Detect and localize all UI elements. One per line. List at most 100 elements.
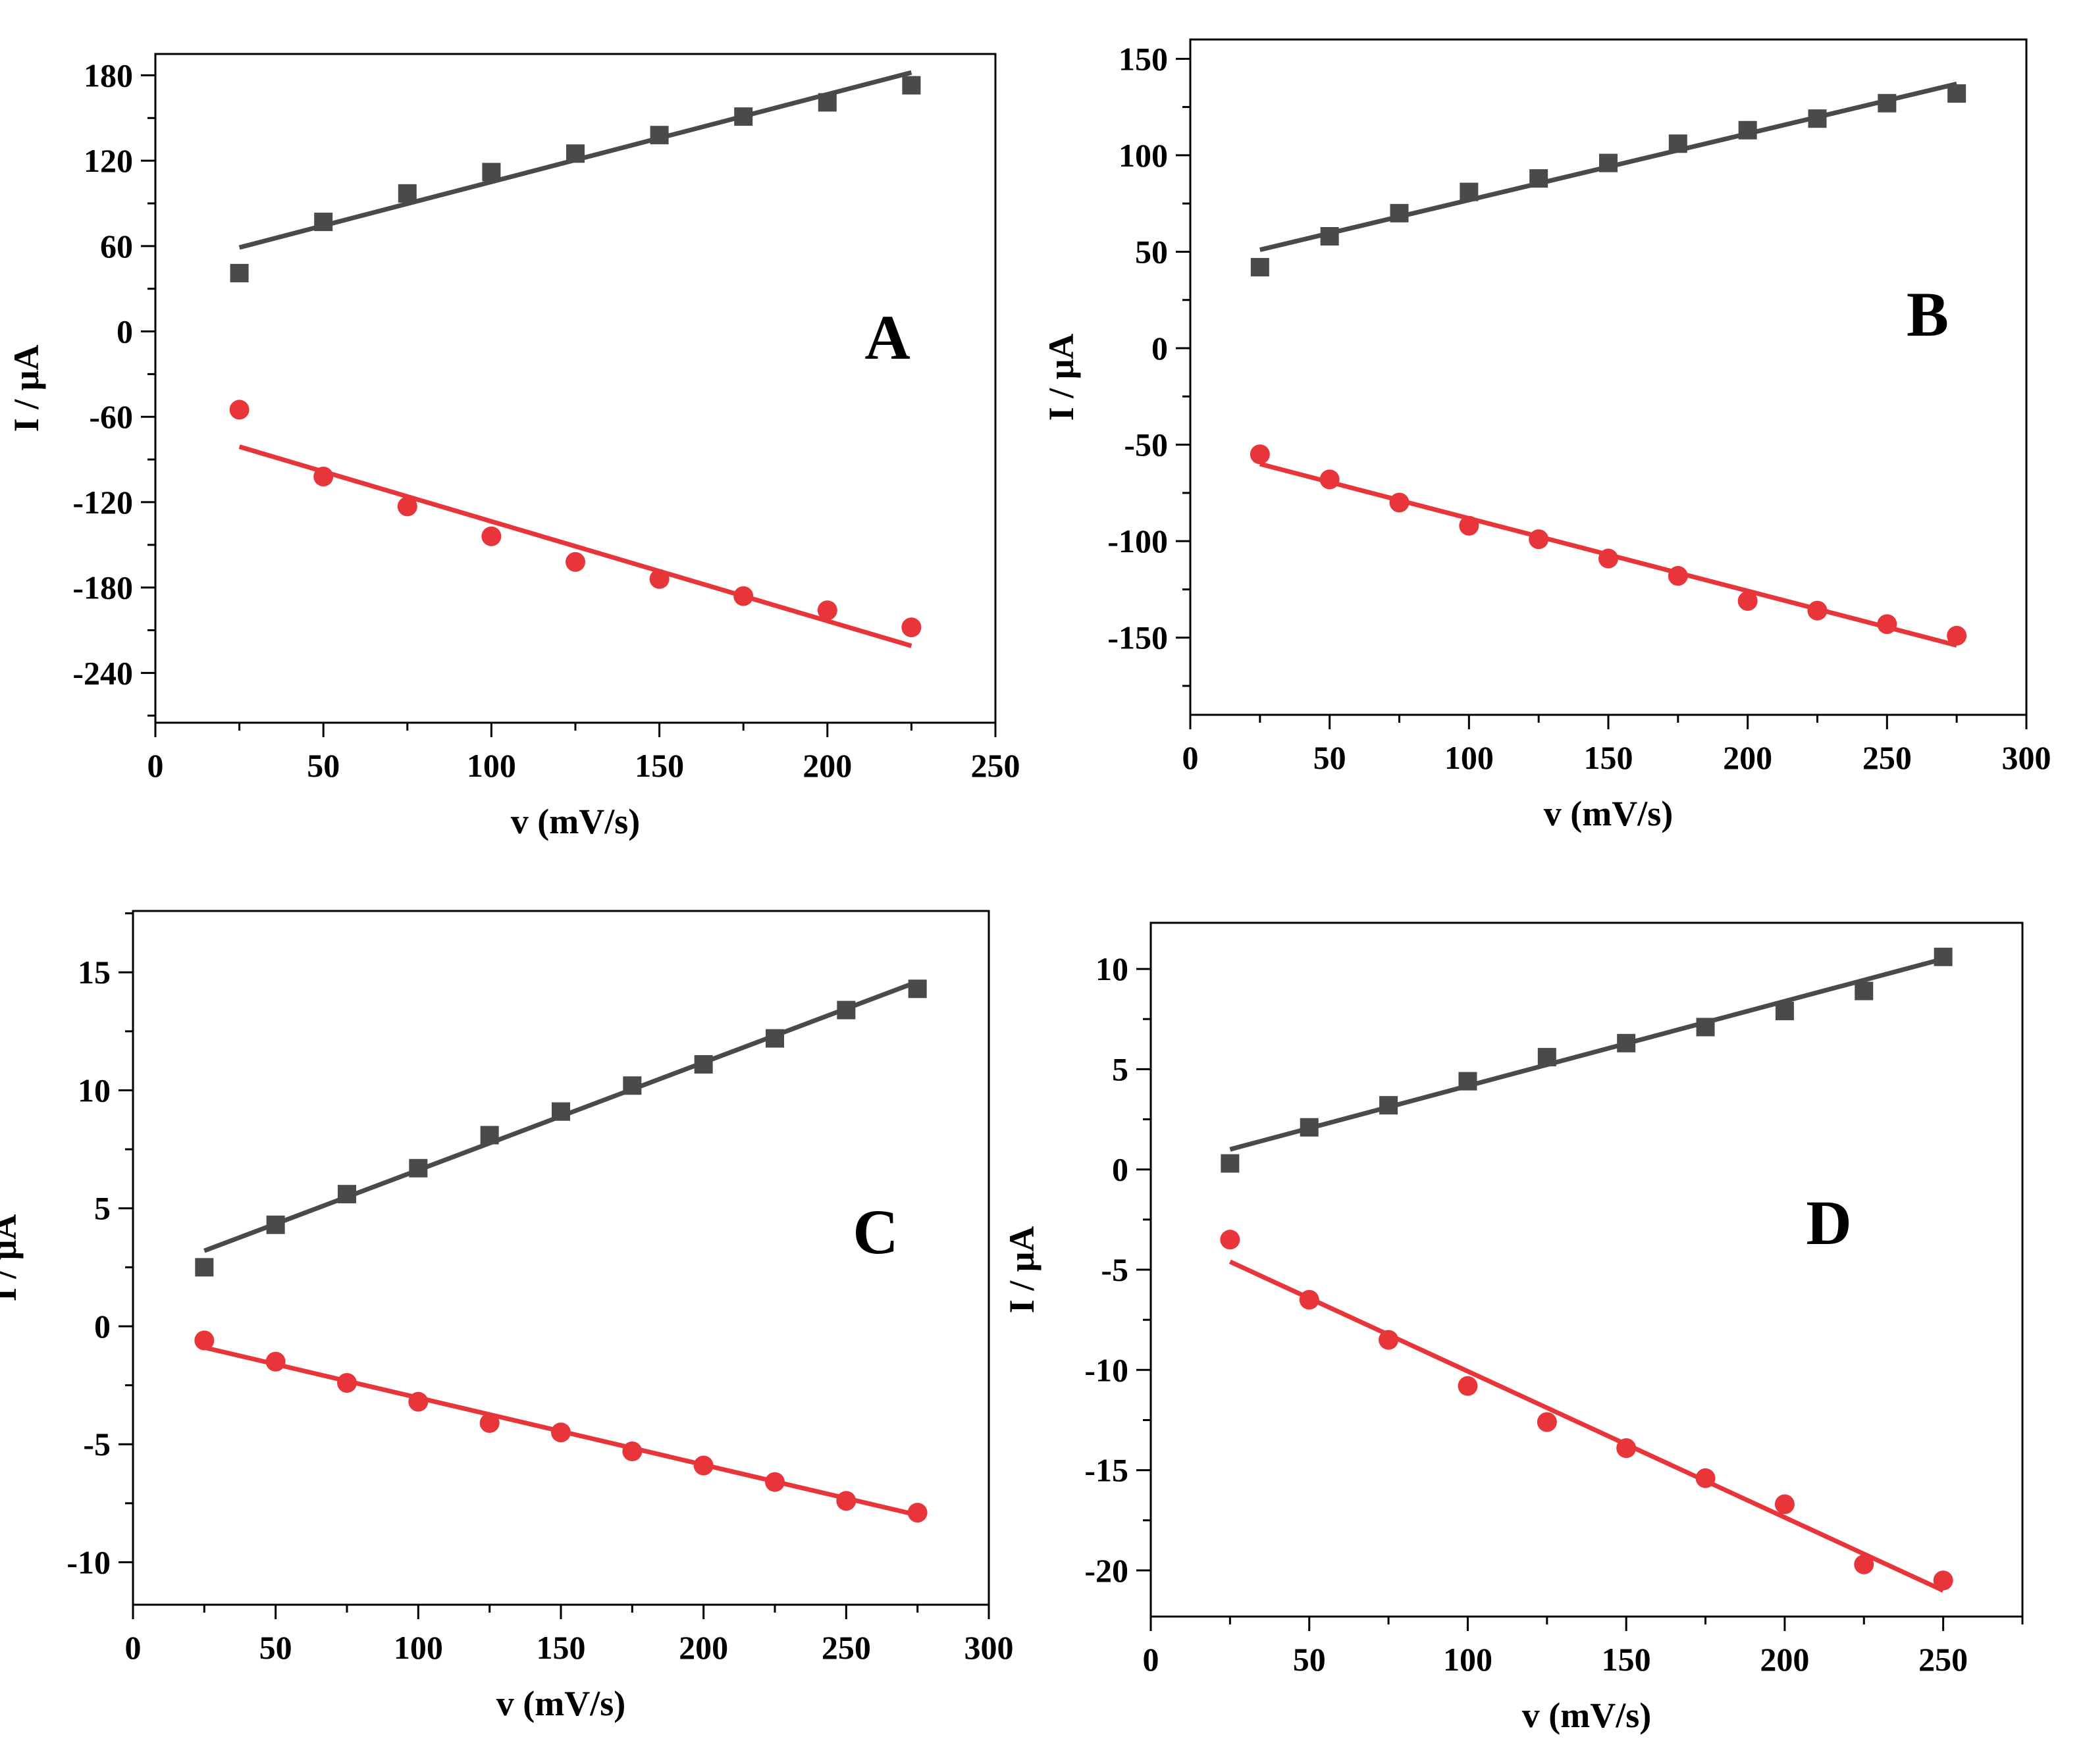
panel-a-cathodic-point [481,526,502,546]
panel-a-cathodic-point [313,467,334,487]
panel-d-x-tick-label: 250 [1918,1641,1968,1678]
panel-d-anodic-point [1221,1154,1240,1173]
panel-b-y-tick-label: 150 [1119,40,1168,77]
panel-a-y-tick-label: 60 [100,228,133,265]
panel-b-anodic-point [1668,134,1687,153]
panel-d-cathodic-point [1774,1494,1795,1515]
panel-a-y-tick-label: -180 [72,569,133,606]
panel-a-y-tick-label: 0 [117,313,133,350]
panel-a-cathodic-fit-line [238,444,912,648]
panel-c-y-tick-label: -5 [83,1426,111,1463]
panel-b-y-tick-label: -150 [1107,619,1168,656]
panel-c-cathodic-point [337,1373,357,1393]
panel-c-cathodic-point [907,1503,928,1523]
panel-b-cathodic-point [1459,515,1479,536]
panel-c-anodic-point [908,979,927,999]
panel-c-x-tick-label: 200 [679,1629,728,1666]
panel-d-x-axis-label: v (mV/s) [1522,1696,1651,1735]
panel-d-cathodic-point [1537,1412,1557,1432]
panel-d-cathodic-point [1220,1230,1240,1250]
panel-b-y-axis-label: I / μA [1042,334,1081,421]
panel-b-frame [1189,38,2028,716]
panel-c-cathodic-point [836,1491,857,1511]
panel-c-anodic-point [766,1029,784,1048]
panel-d-anodic-point [1775,1002,1794,1021]
panel-b-x-tick-label: 150 [1584,739,1633,776]
panel-c-cathodic-point [194,1330,215,1351]
panel-c-cathodic-point [408,1391,429,1412]
panel-a-anodic-point [398,184,417,203]
panel-d-anodic-point [1696,1018,1715,1037]
panel-d-anodic-point [1855,981,1874,1000]
panel-c-y-tick-label: 5 [94,1190,111,1227]
panel-a-y-tick-label: 120 [84,142,133,179]
panel-b-cathodic-point [1250,444,1270,465]
panel-c-x-tick-label: 250 [822,1629,871,1666]
panel-c-y-tick-label: -10 [66,1544,111,1580]
panel-d-anodic-point [1458,1072,1477,1091]
panel-c-x-axis-label: v (mV/s) [496,1684,625,1723]
panel-d-y-tick-label: 5 [1112,1051,1128,1087]
panel-c-x-tick-label: 50 [259,1629,292,1666]
panel-d-anodic-point [1300,1118,1319,1137]
panel-b-cathodic-point [1319,469,1340,490]
panel-c-anodic-point [195,1258,214,1277]
panel-d-y-tick-label: 10 [1095,950,1128,987]
panel-b-anodic-point [1738,120,1757,140]
panel-d-y-tick-label: 0 [1112,1151,1128,1188]
panel-d-y-tick-label: -5 [1101,1251,1128,1288]
panel-d-x-tick-label: 200 [1760,1641,1809,1678]
panel-b-x-tick-label: 50 [1313,739,1346,776]
panel-b-y-tick-label: 100 [1119,137,1168,174]
panel-b-anodic-point [1529,169,1548,188]
panel-d-anodic-fit-line [1229,956,1944,1152]
panel-b-y-tick-label: -50 [1124,427,1168,463]
panel-c-cathodic-point [265,1351,286,1372]
panel-a-y-tick-label: -120 [72,484,133,521]
panel-d-cathodic-point [1616,1438,1637,1459]
panel-a-cathodic-point [901,617,922,638]
panel-b-x-tick-label: 250 [1862,739,1912,776]
panel-d-y-tick-label: -10 [1084,1351,1128,1388]
panel-b-anodic-point [1460,182,1479,201]
panel-c-anodic-point [552,1102,570,1121]
panel-a-x-tick-label: 200 [803,747,852,784]
panel-c-cathodic-point [479,1413,500,1433]
panel-c-anodic-point [694,1055,713,1074]
panel-b-x-axis-label: v (mV/s) [1544,794,1673,833]
panel-a-y-tick-label: -60 [89,398,133,435]
panel-d-cathodic-fit-line [1228,1259,1945,1593]
panel-a-x-tick-label: 150 [635,747,684,784]
panel-b-x-tick-label: 300 [2002,739,2051,776]
panel-d-x-tick-label: 150 [1602,1641,1651,1678]
panel-b-x-tick-label: 0 [1182,739,1199,776]
panel-b: 0 50 100 150 200 250 300 -150 -100 -50 0 50 100 150 v … [1042,38,2051,833]
panel-a-anodic-point [818,93,837,112]
panel-d-letter: D [1806,1187,1851,1258]
panel-a-letter: A [864,302,910,373]
panel-c-x-tick-label: 0 [125,1629,142,1666]
panel-b-y-tick-label: 50 [1135,233,1168,270]
panel-c-anodic-point [480,1126,499,1145]
panel-c-x-tick-label: 300 [964,1629,1014,1666]
panel-b-cathodic-point [1877,614,1897,635]
panel-b-cathodic-point [1737,591,1758,611]
panel-b-anodic-point [1599,153,1618,172]
panel-a-anodic-point [566,144,585,163]
panel-c-x-tick-label: 150 [537,1629,586,1666]
panel-a-y-tick-label: 180 [84,57,133,93]
panel-d-y-tick-label: -20 [1084,1552,1128,1589]
panel-a-cathodic-point [733,586,754,606]
panel-b-cathodic-point [1598,548,1618,569]
panel-d-cathodic-point [1933,1570,1953,1591]
panel-c-y-axis-label: I / μA [0,1214,24,1302]
panel-a-cathodic-point [817,600,837,621]
panel-c-y-tick-label: 15 [78,954,111,991]
panel-c-anodic-point [837,1000,856,1020]
panel-b-cathodic-point [1668,565,1688,586]
panel-c: 0 50 100 150 200 250 300 -10 -5 0 5 10 15 v (mV/s) I /… [0,910,1014,1723]
panel-b-anodic-point [1878,93,1897,113]
panel-a-cathodic-point [397,496,417,517]
panel-a-anodic-point [650,126,669,145]
panel-d-x-tick-label: 100 [1443,1641,1492,1678]
